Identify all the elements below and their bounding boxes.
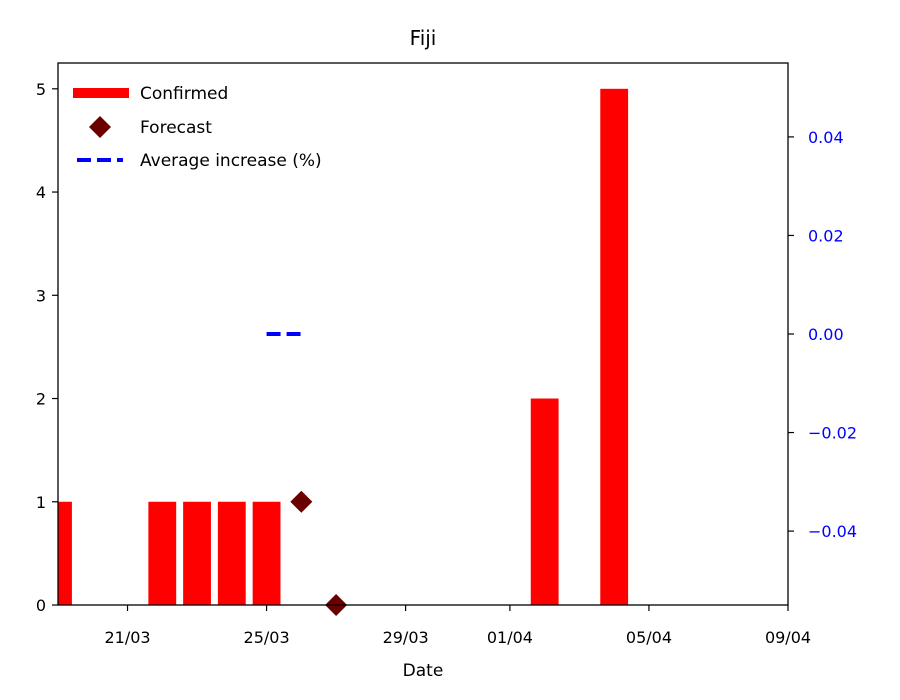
legend-entry: Average increase (%) <box>77 151 322 171</box>
x-tick-label: 21/03 <box>104 628 150 647</box>
y2-tick-label: 0.04 <box>808 128 844 147</box>
bar-confirmed <box>600 88 629 605</box>
legend-label: Average increase (%) <box>140 151 322 171</box>
y-tick-label: 5 <box>36 80 46 99</box>
y-tick-label: 3 <box>36 286 46 305</box>
bar-confirmed <box>58 501 72 605</box>
x-tick-label: 29/03 <box>383 628 429 647</box>
legend-entry: Forecast <box>89 116 212 138</box>
x-tick-label: 09/04 <box>765 628 811 647</box>
legend-entry: Confirmed <box>73 84 228 104</box>
bar-confirmed <box>530 398 559 605</box>
y2-tick-label: 0.00 <box>808 325 844 344</box>
x-tick-label: 05/04 <box>626 628 672 647</box>
forecast-marker <box>290 490 313 513</box>
y-tick-label: 0 <box>36 596 46 615</box>
x-tick-label: 25/03 <box>244 628 290 647</box>
x-axis-title: Date <box>403 661 444 681</box>
y2-tick-label: −0.04 <box>808 522 857 541</box>
bar-confirmed <box>183 501 211 605</box>
y-tick-label: 4 <box>36 183 46 202</box>
y-tick-label: 1 <box>36 493 46 512</box>
legend-swatch-forecast <box>89 116 111 138</box>
y-tick-label: 2 <box>36 390 46 409</box>
y2-tick-label: −0.02 <box>808 424 857 443</box>
legend: Confirmed Forecast Average increase (%) <box>73 84 322 171</box>
plot-area <box>58 88 629 605</box>
bar-confirmed <box>217 501 246 605</box>
bar-confirmed <box>148 501 177 605</box>
legend-label: Confirmed <box>140 84 228 104</box>
y2-tick-label: 0.02 <box>808 226 844 245</box>
x-tick-label: 01/04 <box>487 628 533 647</box>
bar-confirmed <box>252 501 281 605</box>
legend-swatch-confirmed <box>73 88 129 98</box>
legend-label: Forecast <box>140 118 212 138</box>
chart-title: Fiji <box>410 26 437 50</box>
